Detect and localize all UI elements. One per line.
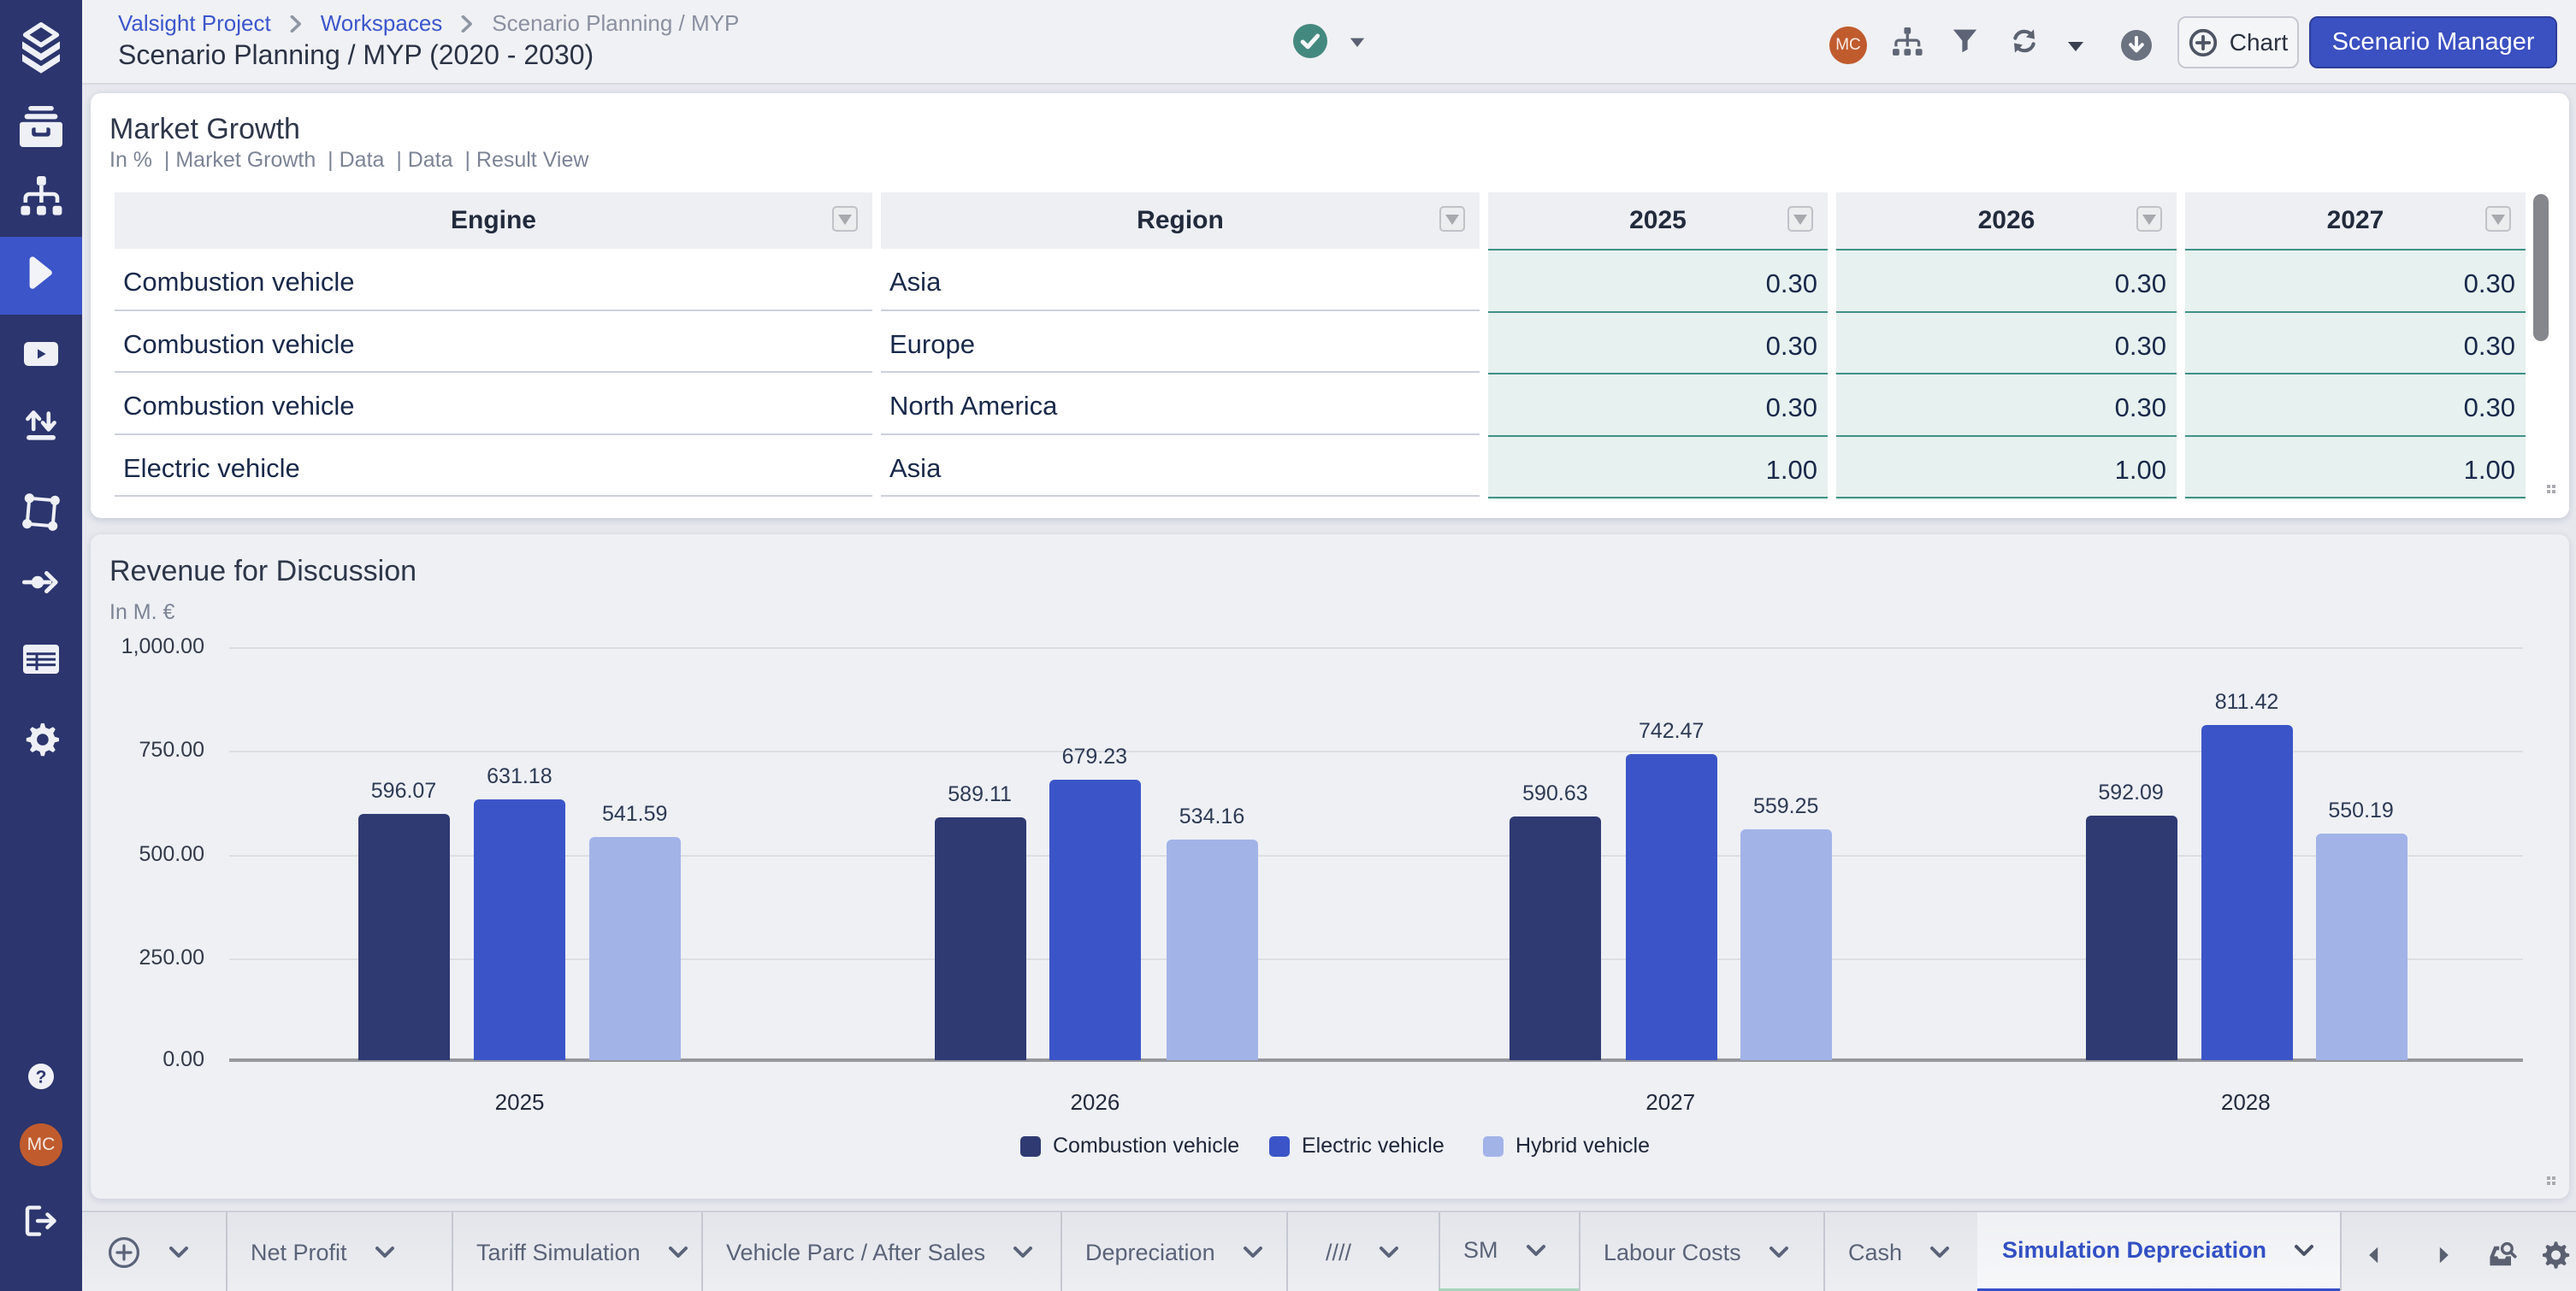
svg-text:?: ? xyxy=(36,1067,47,1087)
